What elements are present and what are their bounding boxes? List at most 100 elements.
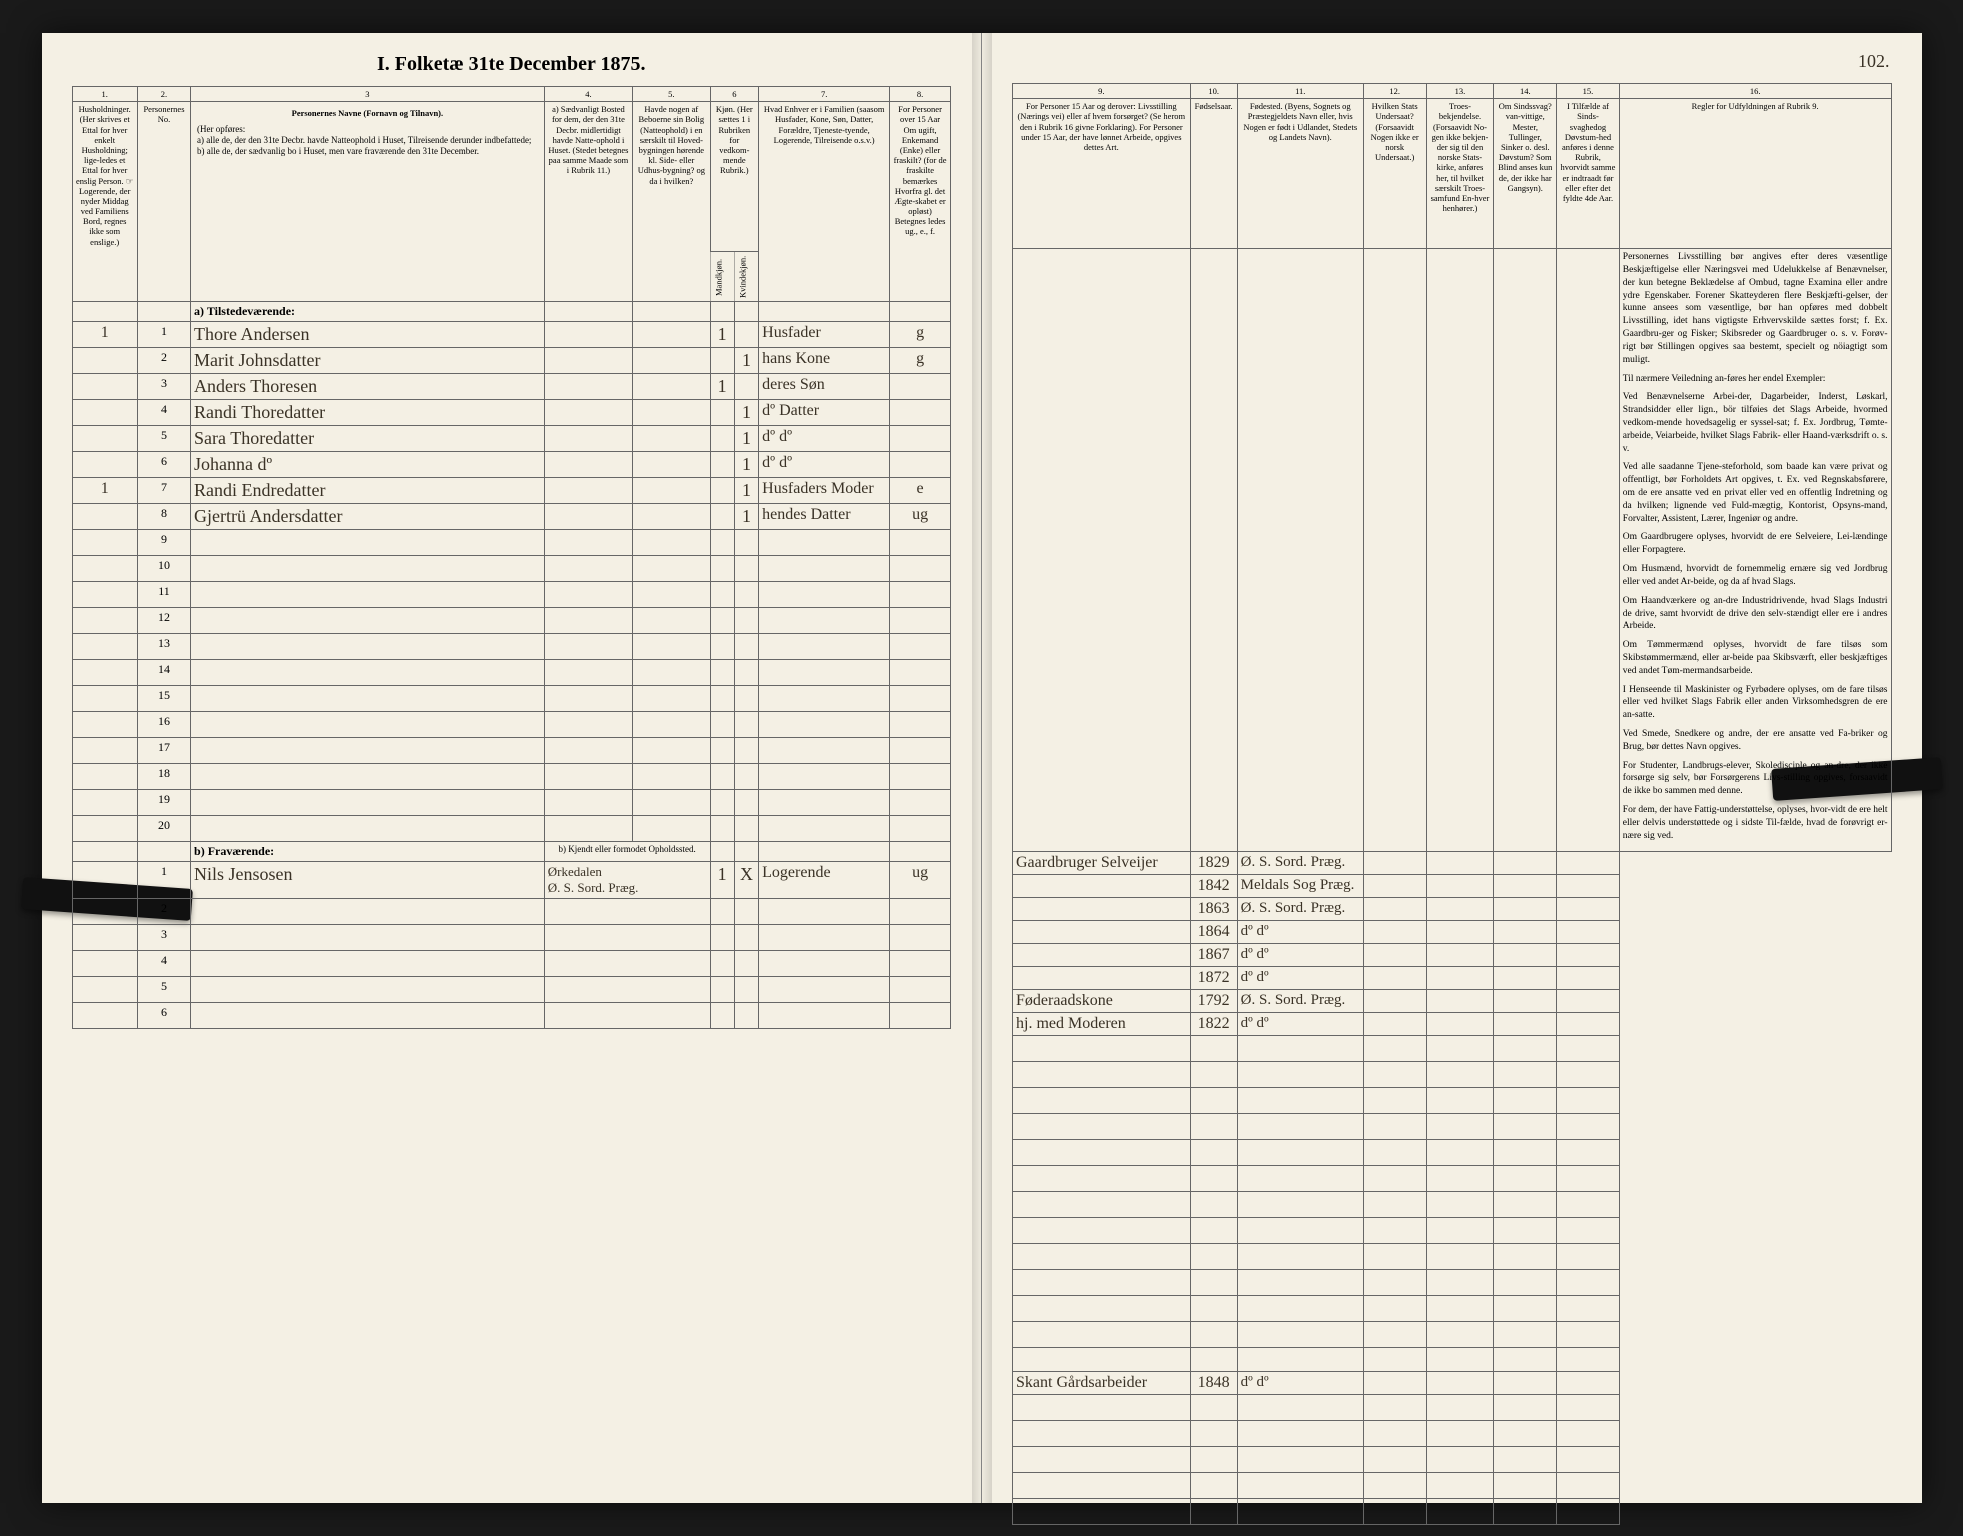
table-row: 20	[72, 816, 951, 842]
h1: Husholdninger. (Her skrives et Ettal for…	[72, 102, 137, 302]
table-row: 4Randi Thoredatter1dº Datter	[72, 400, 951, 426]
col7-num: 7.	[759, 87, 890, 102]
table-row: 11Thore Andersen1Husfaderg	[72, 322, 951, 348]
table-row	[1013, 1269, 1892, 1295]
table-row: 4	[72, 951, 951, 977]
header-desc-row-right: For Personer 15 Aar og derover: Livsstil…	[1013, 99, 1892, 249]
table-row	[1013, 1217, 1892, 1243]
table-row	[1013, 1165, 1892, 1191]
h12: Hvilken Stats Undersaat? (Forsaavidt Nog…	[1363, 99, 1426, 249]
table-row: 19	[72, 790, 951, 816]
rules-paragraph: Om Gaardbrugere oplyses, hvorvidt de ere…	[1623, 531, 1888, 557]
h4: a) Sædvanligt Bosted for dem, der den 31…	[544, 102, 632, 302]
col1-num: 1.	[72, 87, 137, 102]
table-row: 17	[72, 738, 951, 764]
h9: For Personer 15 Aar og derover: Livsstil…	[1013, 99, 1191, 249]
table-row: 18	[72, 764, 951, 790]
table-row: 3	[72, 925, 951, 951]
col4-num: 4.	[544, 87, 632, 102]
col11-num: 11.	[1237, 84, 1363, 99]
table-row: Skant Gårdsarbeider1848dº dº	[1013, 1371, 1892, 1394]
col6-num: 6	[710, 87, 759, 102]
table-row: 8Gjertrü Andersdatter1hendes Datterug	[72, 504, 951, 530]
rules-notes: Personernes Livsstilling bør angives eft…	[1619, 249, 1891, 851]
census-table-left: 1. 2. 3 4. 5. 6 7. 8. Husholdninger. (He…	[72, 86, 952, 1029]
right-page: 102. 9. 10. 11. 12. 13. 14. 15. 16. For …	[982, 33, 1922, 1503]
page-container: I. Folketæ 31te December 1875. 1. 2. 3 4…	[0, 0, 1963, 1536]
table-row	[1013, 1420, 1892, 1446]
table-row: Føderaadskone1792Ø. S. Sord. Præg.	[1013, 989, 1892, 1012]
table-row: hj. med Moderen1822dº dº	[1013, 1012, 1892, 1035]
col15-num: 15.	[1557, 84, 1620, 99]
table-row: 1Nils JensosenØrkedalen Ø. S. Sord. Præg…	[72, 862, 951, 899]
rules-paragraph: I Henseende til Maskinister og Fyrbødere…	[1623, 684, 1888, 722]
census-table-right: 9. 10. 11. 12. 13. 14. 15. 16. For Perso…	[1012, 83, 1892, 1525]
table-row	[1013, 1243, 1892, 1269]
rules-paragraph: For dem, der have Fattig-understøttelse,…	[1623, 804, 1888, 842]
table-row	[1013, 1498, 1892, 1524]
column-number-row-right: 9. 10. 11. 12. 13. 14. 15. 16.	[1013, 84, 1892, 99]
rules-paragraph: Om Husmænd, hvorvidt de fornemmelig ernæ…	[1623, 563, 1888, 589]
col2-num: 2.	[137, 87, 190, 102]
h10: Fødselsaar.	[1190, 99, 1237, 249]
col8-num: 8.	[890, 87, 951, 102]
h16: Regler for Udfyldningen af Rubrik 9.	[1619, 99, 1891, 249]
header-desc-row: Husholdninger. (Her skrives et Ettal for…	[72, 102, 951, 252]
table-row	[1013, 1035, 1892, 1061]
table-row: 12	[72, 608, 951, 634]
table-row: 1867dº dº	[1013, 943, 1892, 966]
table-row	[1013, 1087, 1892, 1113]
h6k: Kvindekjøn.	[734, 252, 758, 302]
h11: Fødested. (Byens, Sognets og Præstegjeld…	[1237, 99, 1363, 249]
table-row: 14	[72, 660, 951, 686]
section-b-row: b) Fraværende: b) Kjendt eller formodet …	[72, 842, 951, 862]
section-b-label: b) Fraværende:	[191, 842, 545, 862]
left-page: I. Folketæ 31te December 1875. 1. 2. 3 4…	[42, 33, 983, 1503]
table-row: 11	[72, 582, 951, 608]
h7: Hvad Enhver er i Familien (saasom Husfad…	[759, 102, 890, 302]
table-row: 5Sara Thoredatter1dº dº	[72, 426, 951, 452]
table-row	[1013, 1191, 1892, 1217]
book-spread: I. Folketæ 31te December 1875. 1. 2. 3 4…	[42, 33, 1922, 1503]
h3: Personernes Navne (Fornavn og Tilnavn). …	[191, 102, 545, 302]
rules-paragraph: Ved Benævnelserne Arbei-der, Dagarbeider…	[1623, 391, 1888, 455]
col12-num: 12.	[1363, 84, 1426, 99]
col3-num: 3	[191, 87, 545, 102]
rules-paragraph: Ved alle saadanne Tjene-steforhold, som …	[1623, 461, 1888, 525]
h6m: Mandkjøn.	[710, 252, 734, 302]
section-a-row: a) Tilstedeværende:	[72, 302, 951, 322]
col5-num: 5.	[633, 87, 710, 102]
spacer-row: Personernes Livsstilling bør angives eft…	[1013, 249, 1892, 851]
table-row	[1013, 1295, 1892, 1321]
table-row	[1013, 1061, 1892, 1087]
h14: Om Sindssvag? van-vittige, Mester, Tulli…	[1494, 99, 1557, 249]
table-row: 6	[72, 1003, 951, 1029]
table-row: 13	[72, 634, 951, 660]
h6: Kjøn. (Her sættes 1 i Rubriken for vedko…	[710, 102, 759, 252]
rules-paragraph: Om Tømmermænd oplyses, hvorvidt de fare …	[1623, 639, 1888, 677]
h3-title: Personernes Navne (Fornavn og Tilnavn).	[197, 108, 538, 118]
spacer-row-b	[1013, 1347, 1892, 1371]
table-row: 6Johanna dº1dº dº	[72, 452, 951, 478]
census-title: I. Folketæ 31te December 1875.	[72, 53, 952, 76]
section-b-h4: b) Kjendt eller formodet Opholdssted.	[544, 842, 710, 862]
table-row: 9	[72, 530, 951, 556]
table-row	[1013, 1139, 1892, 1165]
rules-paragraph: Ved Smede, Snedkere og andre, der ere an…	[1623, 728, 1888, 754]
table-row: 5	[72, 977, 951, 1003]
table-row: 17Randi Endredatter1Husfaders Modere	[72, 478, 951, 504]
rules-paragraph: Om Haandværkere og an-dre Industridriven…	[1623, 595, 1888, 633]
col16-num: 16.	[1619, 84, 1891, 99]
table-row: 1863Ø. S. Sord. Præg.	[1013, 897, 1892, 920]
table-row: 1842Meldals Sog Præg.	[1013, 874, 1892, 897]
table-row	[1013, 1321, 1892, 1347]
table-row: 3Anders Thoresen1deres Søn	[72, 374, 951, 400]
col10-num: 10.	[1190, 84, 1237, 99]
rules-paragraph: For Studenter, Landbrugs-elever, Skoledi…	[1623, 760, 1888, 798]
table-row: Gaardbruger Selveijer1829Ø. S. Sord. Præ…	[1013, 851, 1892, 874]
table-row: 1864dº dº	[1013, 920, 1892, 943]
rules-paragraph: Personernes Livsstilling bør angives eft…	[1623, 251, 1888, 366]
table-row	[1013, 1472, 1892, 1498]
table-row: 2Marit Johnsdatter1hans Koneg	[72, 348, 951, 374]
page-number: 102.	[1858, 51, 1890, 72]
